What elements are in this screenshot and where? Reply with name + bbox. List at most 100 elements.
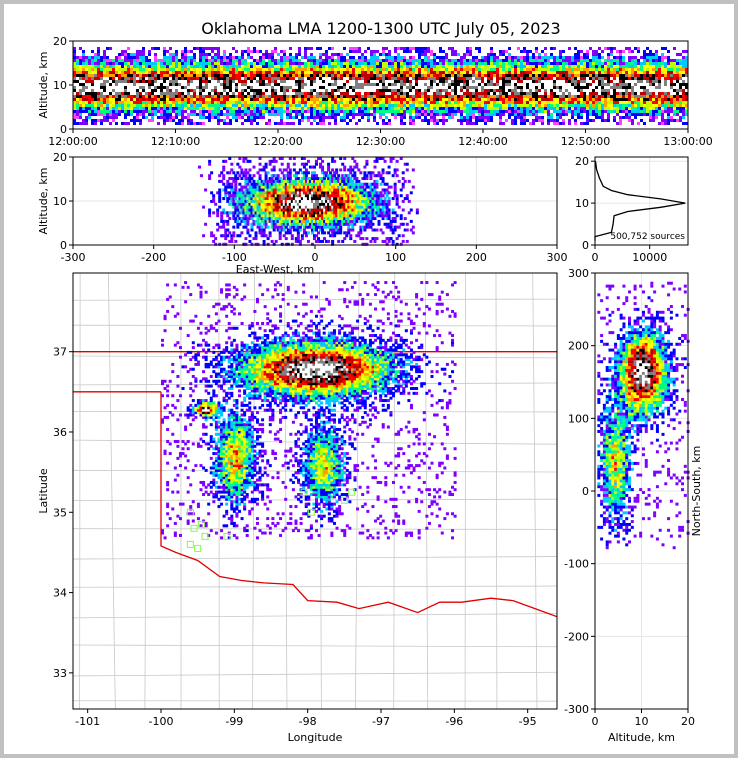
density-cell bbox=[304, 86, 307, 89]
density-cell bbox=[622, 101, 625, 104]
density-cell bbox=[307, 119, 310, 122]
density-cell bbox=[640, 71, 643, 74]
density-cell bbox=[550, 62, 553, 65]
density-cell bbox=[577, 80, 580, 83]
density-cell bbox=[631, 62, 634, 65]
density-cell bbox=[76, 62, 79, 65]
density-cell bbox=[364, 71, 367, 74]
density-cell bbox=[301, 68, 304, 71]
density-cell bbox=[589, 80, 592, 83]
density-cell bbox=[328, 101, 331, 104]
density-cell bbox=[397, 107, 400, 110]
density-cell bbox=[76, 95, 79, 98]
density-cell bbox=[88, 92, 91, 95]
density-cell bbox=[673, 95, 676, 98]
density-cell bbox=[322, 110, 325, 113]
density-cell bbox=[334, 83, 337, 86]
density-cell bbox=[535, 98, 538, 101]
density-cell bbox=[622, 50, 625, 53]
density-cell bbox=[277, 92, 280, 95]
density-cell bbox=[655, 86, 658, 89]
density-cell bbox=[295, 116, 298, 119]
density-cell bbox=[109, 95, 112, 98]
density-cell bbox=[163, 92, 166, 95]
density-cell bbox=[442, 98, 445, 101]
density-cell bbox=[76, 92, 79, 95]
density-cell bbox=[475, 47, 478, 50]
density-cell bbox=[286, 86, 289, 89]
density-cell bbox=[463, 65, 466, 68]
density-cell bbox=[514, 74, 517, 77]
density-cell bbox=[676, 59, 679, 62]
density-cell bbox=[268, 68, 271, 71]
density-cell bbox=[292, 89, 295, 92]
density-cell bbox=[358, 65, 361, 68]
density-cell bbox=[478, 77, 481, 80]
density-cell bbox=[88, 80, 91, 83]
density-cell bbox=[254, 205, 258, 209]
density-cell bbox=[250, 199, 254, 203]
density-cell bbox=[109, 71, 112, 74]
density-cell bbox=[298, 77, 301, 80]
density-cell bbox=[571, 80, 574, 83]
density-cell bbox=[250, 110, 253, 113]
density-cell bbox=[619, 74, 622, 77]
density-cell bbox=[190, 89, 193, 92]
density-cell bbox=[106, 71, 109, 74]
density-cell bbox=[601, 62, 604, 65]
density-cell bbox=[463, 95, 466, 98]
density-cell bbox=[157, 80, 160, 83]
density-cell bbox=[79, 98, 82, 101]
density-cell bbox=[250, 95, 253, 98]
density-cell bbox=[210, 191, 214, 195]
density-cell bbox=[79, 56, 82, 59]
density-cell bbox=[223, 101, 226, 104]
density-cell bbox=[550, 80, 553, 83]
density-cell bbox=[193, 65, 196, 68]
density-cell bbox=[205, 89, 208, 92]
density-cell bbox=[373, 80, 376, 83]
density-cell bbox=[127, 56, 130, 59]
density-cell bbox=[415, 77, 418, 80]
density-cell bbox=[322, 53, 325, 56]
density-cell bbox=[127, 122, 130, 125]
density-cell bbox=[112, 74, 115, 77]
density-cell bbox=[643, 80, 646, 83]
density-cell bbox=[370, 113, 373, 116]
density-cell bbox=[91, 77, 94, 80]
density-cell bbox=[199, 77, 202, 80]
density-cell bbox=[637, 65, 640, 68]
density-cell bbox=[526, 80, 529, 83]
density-cell bbox=[517, 98, 520, 101]
density-cell bbox=[382, 62, 385, 65]
density-cell bbox=[295, 98, 298, 101]
density-cell bbox=[340, 74, 343, 77]
density-cell bbox=[358, 113, 361, 116]
density-cell bbox=[355, 101, 358, 104]
density-cell bbox=[337, 62, 340, 65]
density-cell bbox=[181, 53, 184, 56]
density-cell bbox=[640, 62, 643, 65]
density-cell bbox=[217, 62, 220, 65]
density-cell bbox=[460, 74, 463, 77]
density-cell bbox=[421, 68, 424, 71]
density-cell bbox=[247, 65, 250, 68]
density-cell bbox=[361, 92, 364, 95]
density-cell bbox=[469, 92, 472, 95]
density-cell bbox=[226, 74, 229, 77]
density-cell bbox=[580, 116, 583, 119]
density-cell bbox=[148, 95, 151, 98]
density-cell bbox=[88, 62, 91, 65]
density-cell bbox=[478, 98, 481, 101]
density-cell bbox=[601, 77, 604, 80]
density-cell bbox=[604, 101, 607, 104]
density-cell bbox=[610, 71, 613, 74]
density-cell bbox=[322, 104, 325, 107]
density-cell bbox=[496, 104, 499, 107]
density-cell bbox=[523, 68, 526, 71]
density-cell bbox=[106, 86, 109, 89]
density-cell bbox=[340, 62, 343, 65]
density-cell bbox=[298, 68, 301, 71]
density-cell bbox=[97, 68, 100, 71]
density-cell bbox=[469, 101, 472, 104]
